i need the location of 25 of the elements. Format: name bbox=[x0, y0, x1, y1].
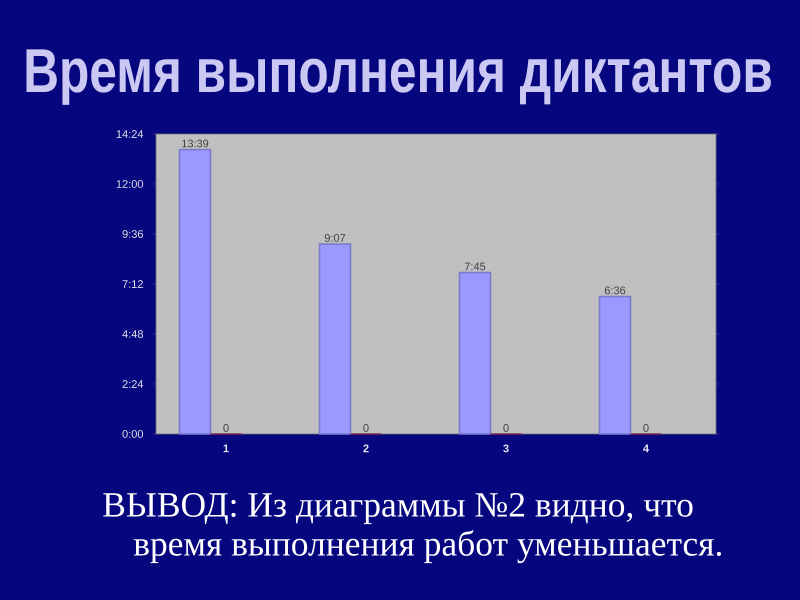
y-tick-label: 4:48 bbox=[122, 330, 143, 338]
y-tick-label: 7:12 bbox=[122, 280, 143, 288]
bar bbox=[318, 243, 352, 435]
data-label: 0 bbox=[223, 424, 229, 432]
x-tick-label: 1 bbox=[224, 444, 229, 452]
data-label: 0 bbox=[503, 424, 509, 432]
bar bbox=[598, 296, 632, 435]
y-tick-label: 14:24 bbox=[116, 130, 144, 138]
x-tick-label: 4 bbox=[643, 444, 649, 452]
data-label: 0 bbox=[643, 424, 649, 432]
y-tick-label: 2:24 bbox=[122, 380, 144, 388]
bar bbox=[178, 148, 212, 435]
x-tick-label: 3 bbox=[503, 444, 509, 452]
data-label: 7:45 bbox=[464, 262, 486, 270]
data-label: 13:39 bbox=[182, 140, 208, 148]
bar bbox=[458, 272, 492, 435]
x-tick-label: 2 bbox=[363, 444, 369, 452]
y-tick-label: 0:00 bbox=[122, 430, 144, 438]
chart-title: Время выполнения диктантов bbox=[26, 49, 771, 105]
data-label: 9:07 bbox=[324, 234, 346, 242]
text: ВЫВОД: Из диаграммы №2 видно, что время выполнения работ уменьшается. bbox=[103, 492, 722, 564]
y-tick-label: 9:36 bbox=[122, 230, 143, 238]
data-label: 6:36 bbox=[604, 286, 626, 294]
y-tick-label: 12:00 bbox=[116, 180, 144, 188]
data-label: 0 bbox=[363, 424, 369, 432]
